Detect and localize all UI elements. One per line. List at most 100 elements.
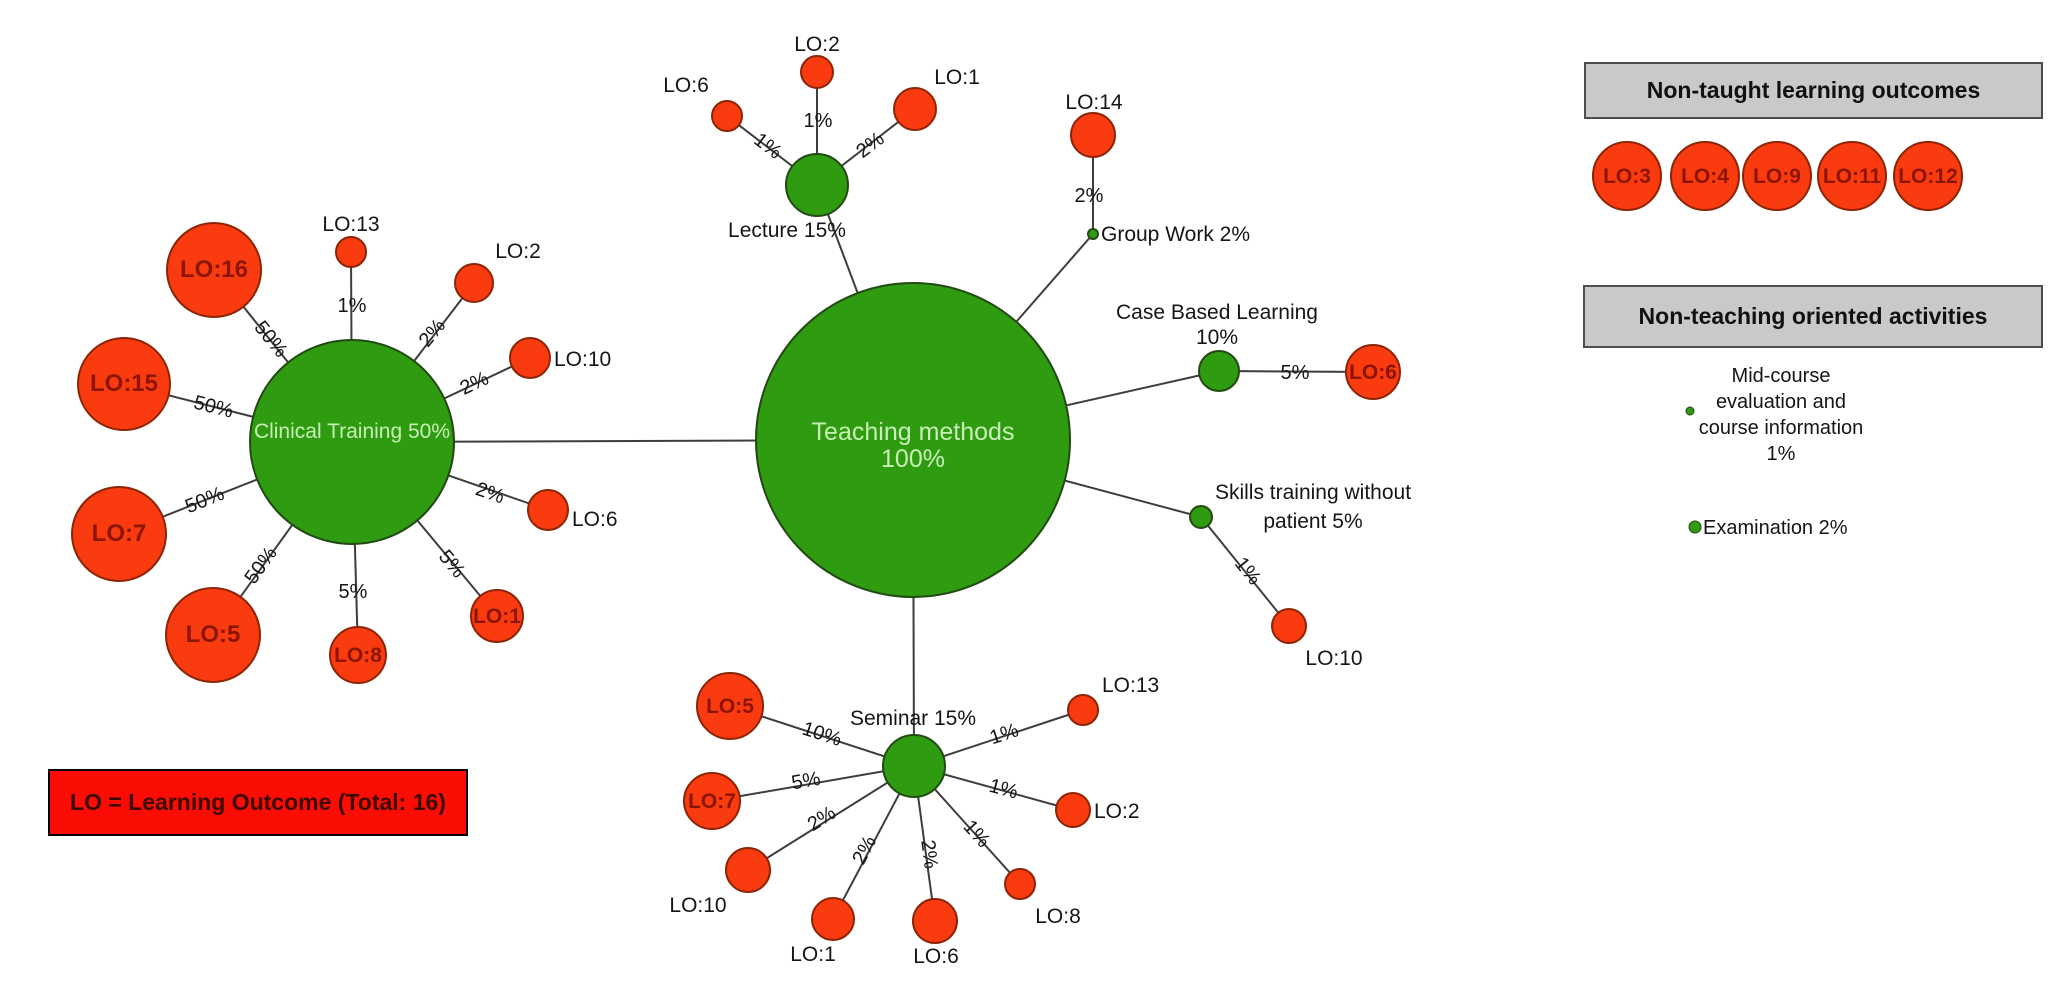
- hub-label: Skills training without: [1215, 481, 1411, 504]
- panel-non-teaching-title: Non-teaching oriented activities: [1638, 303, 1988, 329]
- lo-label: LO:6: [913, 945, 959, 968]
- hub-label: patient 5%: [1263, 510, 1362, 533]
- lo-node: [1070, 112, 1116, 158]
- edge-pct-label: 1%: [987, 719, 1021, 749]
- lo-label: LO:13: [322, 213, 379, 236]
- lo-node: [1817, 141, 1887, 211]
- lo-label: LO:1: [790, 943, 836, 966]
- edge-pct-label: 2%: [916, 839, 941, 871]
- activity-label: evaluation and: [1716, 391, 1846, 413]
- panel-non-teaching-activities: Non-teaching oriented activities: [1583, 285, 2043, 348]
- lo-label: LO:15: [90, 370, 158, 397]
- lo-label: LO:8: [1035, 905, 1081, 928]
- edge-pct-label: 50%: [182, 483, 228, 518]
- edge-pct-label: 10%: [799, 718, 844, 751]
- lo-node: [1670, 141, 1740, 211]
- lo-node: [711, 100, 743, 132]
- lo-node: [912, 898, 958, 944]
- hub-label: Case Based Learning: [1116, 301, 1318, 324]
- hub-label: Group Work 2%: [1101, 223, 1250, 246]
- edge-pct-label: 2%: [457, 367, 493, 399]
- edge-line: [711, 765, 915, 802]
- hub-group-work: [1087, 228, 1099, 240]
- lo-label: LO:10: [669, 894, 726, 917]
- lo-label: LO:7: [688, 790, 736, 813]
- lo-node: [1592, 141, 1662, 211]
- lo-node: [166, 222, 262, 318]
- lo-node: [329, 626, 387, 684]
- lo-node: [1271, 608, 1307, 644]
- edge-pct-label: 1%: [749, 129, 785, 164]
- activity-label: course information: [1699, 417, 1864, 439]
- lo-node: [725, 847, 771, 893]
- edge-pct-label: 5%: [339, 581, 368, 603]
- lo-abbreviation-note-label: LO = Learning Outcome (Total: 16): [70, 789, 446, 815]
- lo-node: [1742, 141, 1812, 211]
- lo-label: LO:10: [554, 348, 611, 371]
- lo-label: LO:6: [572, 508, 618, 531]
- lo-node: [1345, 344, 1401, 400]
- lo-abbreviation-note: LO = Learning Outcome (Total: 16): [48, 769, 468, 836]
- lo-label: LO:2: [794, 33, 840, 56]
- lo-node: [800, 55, 834, 89]
- hub-label: Seminar 15%: [850, 707, 976, 730]
- edge-pct-label: 1%: [987, 775, 1021, 804]
- edge-line: [1200, 516, 1290, 627]
- hub-label: Lecture 15%: [728, 219, 846, 242]
- lo-label: LO:8: [334, 644, 382, 667]
- hub-teaching-methods: [755, 282, 1071, 598]
- edge-pct-label: 5%: [790, 768, 823, 795]
- hub-case-based-learning: [1198, 350, 1240, 392]
- hub-label: 100%: [881, 445, 945, 473]
- edge-pct-label: 1%: [804, 110, 833, 132]
- edge-pct-label: 2%: [473, 478, 508, 508]
- lo-label: LO:6: [1349, 361, 1397, 384]
- lo-node: [509, 337, 551, 379]
- panel-non-taught-title: Non-taught learning outcomes: [1646, 77, 1981, 103]
- lo-label: LO:5: [186, 621, 241, 648]
- edge-pct-label: 1%: [338, 295, 367, 317]
- lo-node: [71, 486, 167, 582]
- lo-node: [77, 337, 171, 431]
- edge-pct-label: 50%: [191, 392, 235, 423]
- lo-node: [527, 489, 569, 531]
- lo-label: LO:9: [1753, 165, 1801, 188]
- lo-label: LO:1: [934, 66, 980, 89]
- lo-label: LO:16: [180, 256, 248, 283]
- activity-label: 1%: [1767, 443, 1796, 465]
- lo-node: [683, 772, 741, 830]
- lo-label: LO:13: [1102, 674, 1159, 697]
- lo-node: [893, 87, 937, 131]
- hub-lecture: [785, 153, 849, 217]
- edge-pct-label: 2%: [1075, 185, 1104, 207]
- lo-label: LO:7: [92, 520, 147, 547]
- hub-label: 10%: [1196, 326, 1238, 349]
- lo-node: [335, 236, 367, 268]
- activity-dot: [1685, 406, 1695, 416]
- lo-label: LO:5: [706, 695, 754, 718]
- lo-label: LO:14: [1065, 91, 1123, 114]
- activity-dot: [1688, 520, 1702, 534]
- lo-label: LO:4: [1681, 165, 1729, 188]
- lo-node: [811, 897, 855, 941]
- lo-label: LO:2: [495, 240, 541, 263]
- lo-label: LO:2: [1094, 800, 1140, 823]
- lo-node: [1067, 694, 1099, 726]
- hub-label: Teaching methods: [812, 418, 1015, 446]
- lo-label: LO:1: [473, 605, 521, 628]
- hub-label: Clinical Training 50%: [254, 420, 450, 443]
- lo-node: [696, 672, 764, 740]
- activity-label: Examination 2%: [1703, 517, 1848, 539]
- hub-clinical-training: [249, 339, 455, 545]
- panel-non-taught-outcomes: Non-taught learning outcomes: [1584, 62, 2043, 119]
- lo-node: [470, 589, 524, 643]
- edge-line: [747, 765, 915, 871]
- lo-label: LO:10: [1305, 647, 1362, 670]
- lo-label: LO:11: [1823, 165, 1882, 188]
- activity-label: Mid-course: [1732, 365, 1831, 387]
- lo-node: [1893, 141, 1963, 211]
- lo-label: LO:6: [663, 74, 709, 97]
- lo-node: [1004, 868, 1036, 900]
